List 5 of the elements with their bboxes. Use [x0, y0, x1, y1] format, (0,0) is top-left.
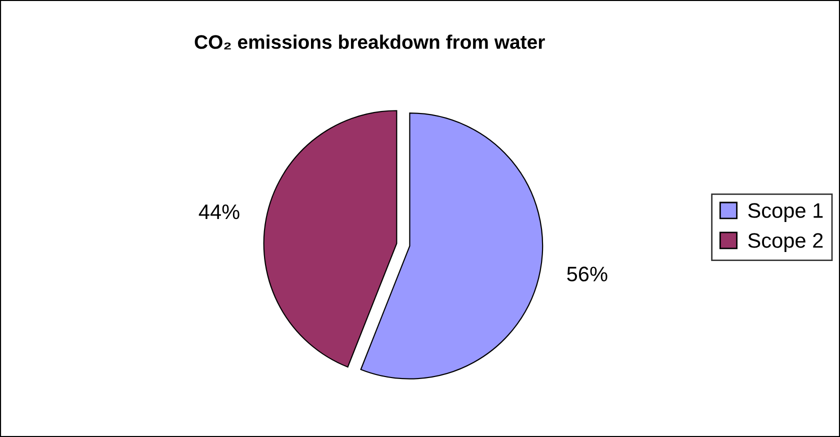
chart-title: CO₂ emissions breakdown from water — [194, 34, 545, 50]
legend-label: Scope 2 — [748, 233, 823, 252]
data-label: 44% — [198, 204, 240, 220]
legend-label: Scope 1 — [748, 203, 823, 222]
data-label: 56% — [567, 266, 608, 282]
